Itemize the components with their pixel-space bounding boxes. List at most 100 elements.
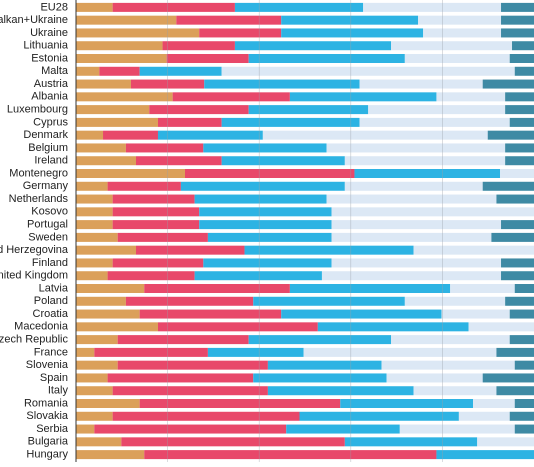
bar-segment — [514, 424, 534, 434]
bar-segment — [149, 105, 249, 115]
bar-segment — [99, 66, 140, 76]
bar-segment — [496, 386, 534, 396]
bar-segment — [162, 41, 235, 51]
bar-segment — [117, 360, 268, 370]
bar-segment — [76, 92, 173, 102]
bar-segment — [166, 54, 249, 63]
bar-segment — [76, 232, 118, 242]
bar-segment — [76, 335, 118, 345]
category-label: Poland — [34, 295, 68, 307]
category-label: Netherlands — [9, 193, 69, 205]
bar-segment — [505, 143, 534, 153]
bar-segment — [76, 360, 118, 370]
bar-segment — [117, 335, 249, 345]
bar-segment — [413, 245, 534, 255]
bar-segment — [381, 360, 515, 370]
bar-segment — [76, 296, 126, 306]
bar-segment — [509, 309, 534, 319]
bar-segment — [221, 156, 345, 166]
category-label: Germany — [23, 180, 69, 192]
bar-segment — [501, 220, 534, 230]
category-label: Balkan+Ukraine — [0, 14, 68, 26]
bar-segment — [286, 424, 400, 434]
category-label: Hungary — [26, 449, 68, 461]
bar-segment — [157, 130, 263, 140]
bar-segment — [501, 271, 534, 281]
bar-segment — [207, 232, 332, 242]
bar-segment — [514, 66, 534, 76]
bar-segment — [112, 207, 200, 217]
category-label: EU28 — [40, 1, 68, 13]
category-label: Albania — [31, 91, 69, 103]
bar-segment — [157, 117, 222, 127]
bar-segment — [501, 258, 534, 268]
bar-segment — [121, 437, 345, 447]
category-label: France — [34, 346, 68, 358]
bar-segment — [76, 79, 131, 89]
bar-segment — [139, 66, 222, 76]
bar-segment — [482, 181, 534, 191]
bar-segment — [326, 143, 506, 153]
bar-segment — [281, 28, 424, 38]
bar-segment — [363, 2, 502, 12]
bar-segment — [321, 271, 502, 281]
bar-segment — [436, 92, 506, 102]
bar-segment — [253, 373, 387, 383]
bar-segment — [112, 411, 300, 421]
category-label: Croatia — [33, 308, 69, 320]
bar-segment — [267, 360, 382, 370]
category-label: Kosovo — [31, 206, 68, 218]
bar-segment — [180, 181, 345, 191]
bar-segment — [176, 15, 282, 25]
category-label: Ireland — [34, 155, 68, 167]
bar-segment — [194, 194, 327, 204]
bar-segment — [267, 386, 414, 396]
bar-segment — [289, 92, 437, 102]
bar-segment — [404, 54, 510, 63]
category-label: Italy — [48, 385, 69, 397]
bar-segment — [505, 296, 534, 306]
bar-segment — [501, 15, 534, 25]
bar-segment — [76, 258, 113, 268]
bar-segment — [514, 284, 534, 293]
bar-segment — [76, 54, 167, 63]
bar-segment — [368, 105, 506, 115]
bar-segment — [139, 309, 282, 319]
bar-segment — [303, 347, 497, 357]
category-label: Montenegro — [9, 167, 68, 179]
bar-segment — [509, 411, 534, 421]
bar-segment — [125, 296, 254, 306]
bar-segment — [344, 181, 483, 191]
category-label: Lithuania — [23, 40, 69, 52]
bar-segment — [487, 130, 534, 140]
bar-segment — [359, 117, 510, 127]
bar-segment — [386, 373, 483, 383]
bar-segment — [139, 399, 341, 408]
bar-segment — [76, 181, 108, 191]
bar-segment — [359, 79, 483, 89]
bar-segment — [144, 284, 290, 293]
bar-segment — [76, 386, 113, 396]
bar-segment — [248, 105, 369, 115]
bar-segment — [157, 322, 318, 332]
category-label: Cyprus — [33, 116, 68, 128]
bar-segment — [76, 411, 113, 421]
bar-segment — [340, 399, 474, 408]
bar-segment — [289, 284, 451, 293]
bar-segment — [76, 41, 163, 51]
category-label: Slovakia — [26, 410, 68, 422]
bar-segment — [244, 245, 414, 255]
bar-segment — [203, 143, 327, 153]
bar-segment — [199, 207, 332, 217]
category-label: Denmark — [23, 129, 68, 141]
bar-segment — [331, 232, 492, 242]
bar-segment — [76, 143, 126, 153]
category-label: Portugal — [27, 219, 68, 231]
bar-segment — [344, 437, 478, 447]
bar-segment — [125, 143, 204, 153]
category-label: Romania — [24, 397, 69, 409]
category-label: Finland — [32, 257, 68, 269]
category-label: Belgium — [28, 142, 68, 154]
bar-segment — [112, 386, 268, 396]
bar-segment — [76, 437, 122, 447]
